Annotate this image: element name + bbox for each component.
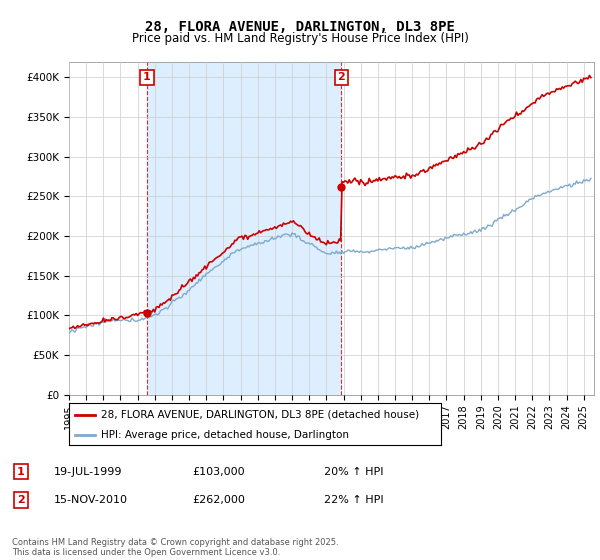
Text: 1: 1 bbox=[143, 72, 151, 82]
Text: 20% ↑ HPI: 20% ↑ HPI bbox=[324, 466, 383, 477]
Text: 2: 2 bbox=[337, 72, 345, 82]
Text: 1: 1 bbox=[17, 466, 25, 477]
Text: 28, FLORA AVENUE, DARLINGTON, DL3 8PE: 28, FLORA AVENUE, DARLINGTON, DL3 8PE bbox=[145, 20, 455, 34]
Text: 2: 2 bbox=[17, 495, 25, 505]
Text: 22% ↑ HPI: 22% ↑ HPI bbox=[324, 495, 383, 505]
Text: HPI: Average price, detached house, Darlington: HPI: Average price, detached house, Darl… bbox=[101, 430, 349, 440]
Bar bbox=[147, 62, 341, 395]
Text: 15-NOV-2010: 15-NOV-2010 bbox=[54, 495, 128, 505]
Text: £103,000: £103,000 bbox=[192, 466, 245, 477]
Text: Contains HM Land Registry data © Crown copyright and database right 2025.
This d: Contains HM Land Registry data © Crown c… bbox=[12, 538, 338, 557]
Text: 28, FLORA AVENUE, DARLINGTON, DL3 8PE (detached house): 28, FLORA AVENUE, DARLINGTON, DL3 8PE (d… bbox=[101, 410, 419, 420]
Text: Price paid vs. HM Land Registry's House Price Index (HPI): Price paid vs. HM Land Registry's House … bbox=[131, 32, 469, 45]
Text: £262,000: £262,000 bbox=[192, 495, 245, 505]
Text: 19-JUL-1999: 19-JUL-1999 bbox=[54, 466, 122, 477]
